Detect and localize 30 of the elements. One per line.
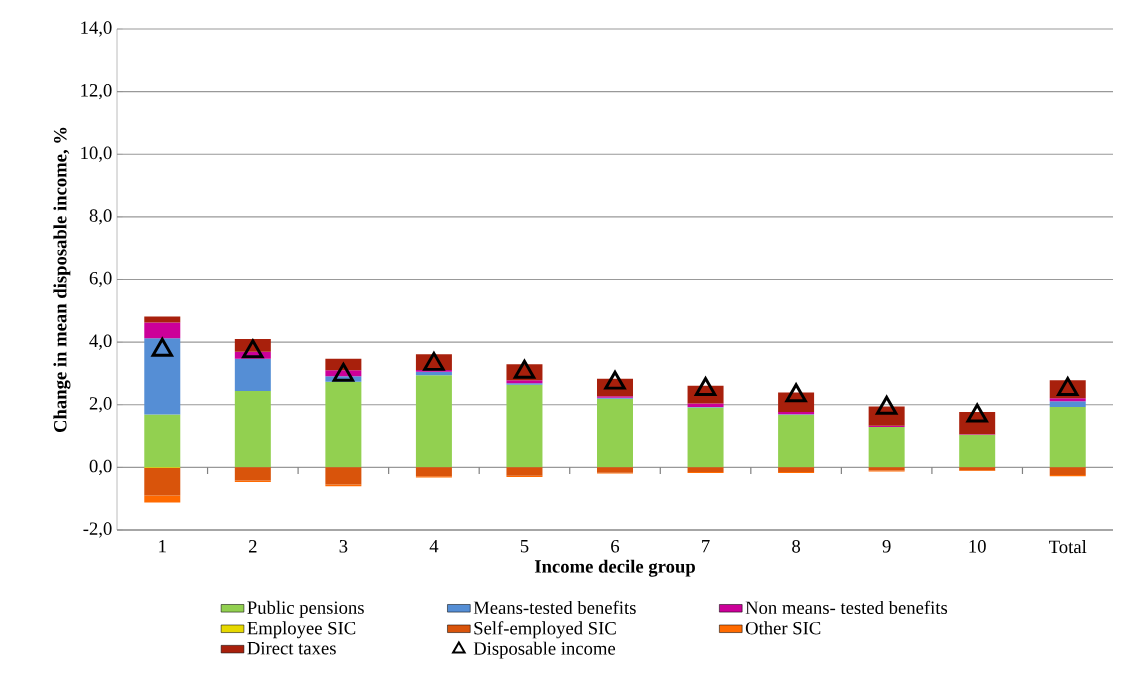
- x-tick-label: 8: [792, 540, 801, 553]
- legend-label: Direct taxes: [247, 641, 336, 655]
- legend-label: Employee SIC: [247, 621, 356, 639]
- x-tick-label: Total: [1049, 540, 1087, 554]
- x-tick-label: 2: [248, 540, 257, 553]
- legend-label: Self-employed SIC: [474, 621, 616, 639]
- legend-label: Non means- tested benefits: [745, 600, 948, 615]
- legend-label: Means-tested benefits: [473, 600, 636, 615]
- y-tick-label: 12,0: [81, 83, 112, 100]
- y-tick-label: 4,0: [89, 334, 112, 350]
- x-tick-label: 10: [969, 540, 986, 553]
- x-tick-label: 5: [520, 540, 529, 553]
- x-tick-label: 9: [882, 540, 891, 553]
- y-tick-label: 0,0: [89, 459, 112, 475]
- x-tick-label: 1: [159, 540, 166, 553]
- x-axis-title: Income decile group: [534, 559, 695, 577]
- y-tick-label: 14,0: [81, 21, 112, 37]
- y-tick-label: 2,0: [89, 397, 112, 413]
- y-tick-label: 6,0: [89, 271, 112, 288]
- legend-label: Disposable income: [473, 641, 616, 659]
- x-tick-label: 3: [339, 540, 348, 553]
- x-tick-label: 7: [702, 540, 710, 553]
- y-axis-title: Change in mean disposable income, %: [53, 127, 71, 433]
- y-tick-label: 10,0: [81, 146, 112, 162]
- x-tick-label: 4: [429, 540, 439, 553]
- x-tick-label: 6: [611, 540, 620, 553]
- legend-label: Public pensions: [247, 600, 364, 618]
- y-tick-label: 8,0: [89, 209, 112, 225]
- legend-label: Other SIC: [745, 621, 821, 635]
- y-tick-label: -2,0: [83, 522, 112, 538]
